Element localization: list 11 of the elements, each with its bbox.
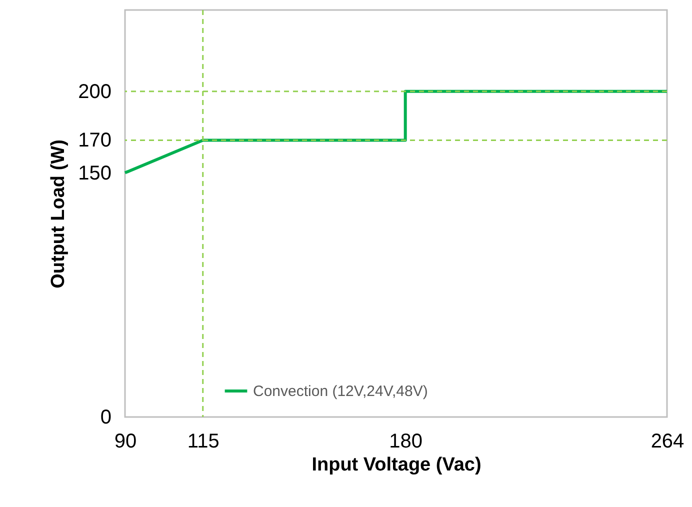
y-tick-label: 0 <box>100 406 112 428</box>
y-tick-label: 150 <box>78 162 112 184</box>
x-tick-label: 180 <box>389 430 423 452</box>
y-tick-label: 170 <box>78 130 112 152</box>
x-axis-title: Input Voltage (Vac) <box>312 454 482 476</box>
legend-label: Convection (12V,24V,48V) <box>253 383 428 400</box>
x-tick-label: 90 <box>114 430 137 452</box>
y-tick-label: 200 <box>78 80 112 103</box>
x-tick-label: 115 <box>187 430 220 452</box>
y-axis-title: Output Load (W) <box>48 140 70 288</box>
x-tick-label: 264 <box>650 430 684 452</box>
